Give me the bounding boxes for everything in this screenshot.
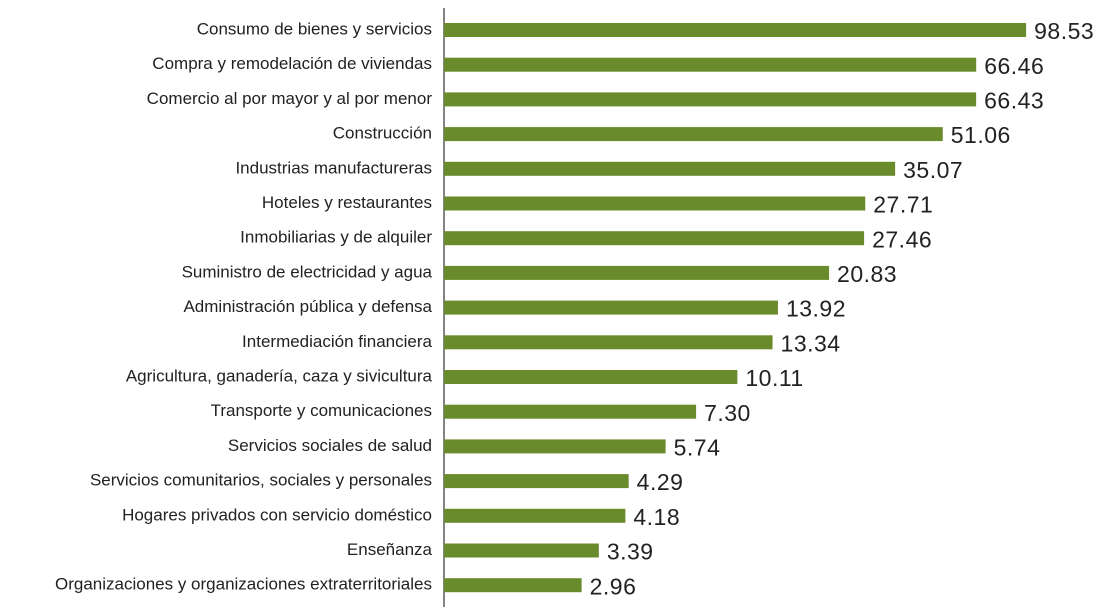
category-label: Agricultura, ganadería, caza y sivicultu… (126, 366, 433, 385)
category-label: Suministro de electricidad y agua (182, 262, 433, 281)
bar (444, 543, 599, 558)
bar (444, 439, 666, 454)
category-label: Organizaciones y organizaciones extrater… (55, 575, 432, 594)
value-label: 13.34 (781, 330, 841, 356)
category-label: Industrias manufactureras (235, 158, 432, 177)
value-label: 35.07 (903, 157, 963, 183)
bar (444, 127, 943, 142)
value-label: 98.53 (1034, 18, 1094, 44)
category-label: Compra y remodelación de viviendas (152, 54, 432, 73)
bar (444, 335, 773, 350)
value-label: 27.46 (872, 226, 932, 252)
value-label: 13.92 (786, 296, 846, 322)
value-label: 66.43 (984, 87, 1044, 113)
category-label: Inmobiliarias y de alquiler (240, 228, 432, 247)
bar (444, 578, 582, 593)
category-label: Comercio al por mayor y al por menor (147, 89, 433, 108)
bar (444, 231, 865, 246)
bar (444, 196, 866, 211)
bar (444, 404, 697, 419)
value-label: 4.29 (637, 469, 684, 495)
category-label: Administración pública y defensa (183, 297, 432, 316)
bar (444, 92, 977, 107)
value-label: 5.74 (674, 434, 721, 460)
category-label: Servicios sociales de salud (228, 436, 432, 455)
category-label: Servicios comunitarios, sociales y perso… (90, 471, 432, 490)
value-label: 20.83 (837, 261, 897, 287)
bar (444, 57, 977, 72)
bar (444, 300, 778, 315)
category-label: Enseñanza (347, 540, 433, 559)
category-label: Consumo de bienes y servicios (197, 19, 432, 38)
category-label: Transporte y comunicaciones (211, 401, 432, 420)
bar (444, 508, 626, 523)
value-label: 3.39 (607, 539, 654, 565)
bar (444, 23, 1027, 37)
category-label: Intermediación financiera (242, 332, 432, 351)
value-label: 27.71 (873, 192, 933, 218)
bar (444, 370, 738, 384)
bar (444, 161, 896, 176)
bar (444, 474, 629, 489)
value-label: 51.06 (951, 122, 1011, 148)
category-label: Hoteles y restaurantes (262, 193, 432, 212)
category-label: Hogares privados con servicio doméstico (122, 505, 432, 524)
bar (444, 265, 830, 280)
category-label: Construcción (333, 124, 432, 143)
value-label: 2.96 (590, 573, 637, 599)
value-label: 4.18 (633, 504, 680, 530)
value-label: 66.46 (984, 53, 1044, 79)
value-label: 7.30 (704, 400, 751, 426)
value-label: 10.11 (745, 365, 803, 391)
